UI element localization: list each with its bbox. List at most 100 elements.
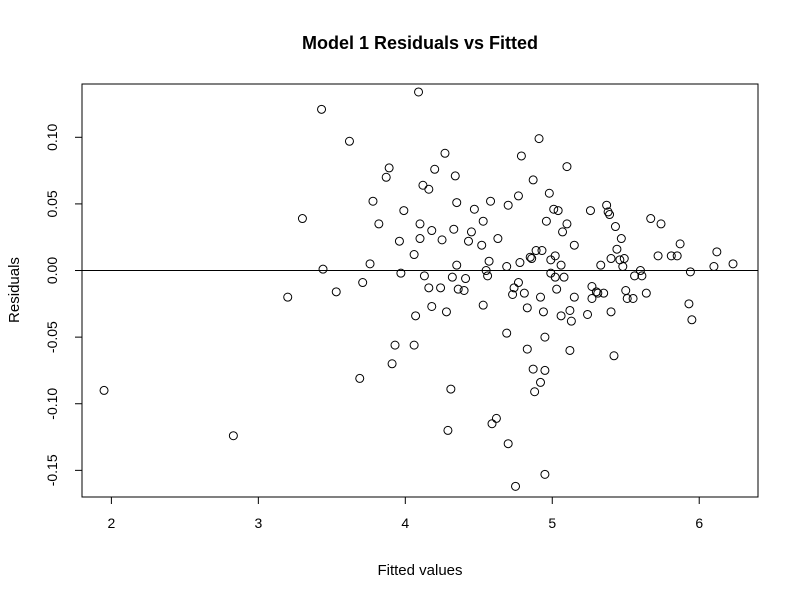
data-point — [452, 260, 462, 270]
data-point — [565, 305, 575, 315]
data-point — [684, 299, 694, 309]
data-point — [487, 419, 497, 429]
y-axis: -0.15 -0.10 -0.05 0.00 0.05 0.10 — [44, 123, 82, 486]
data-point — [409, 250, 419, 260]
data-point — [587, 293, 597, 303]
data-point — [709, 262, 719, 272]
data-point — [390, 340, 400, 350]
data-point — [685, 267, 695, 277]
data-point — [478, 300, 488, 310]
data-point — [411, 311, 421, 321]
data-point — [530, 387, 540, 397]
data-point — [365, 259, 375, 269]
data-point — [606, 254, 616, 264]
data-point — [509, 283, 519, 293]
data-point — [616, 234, 626, 244]
data-point — [430, 164, 440, 174]
data-point — [493, 234, 503, 244]
data-point — [675, 239, 685, 249]
data-point — [599, 288, 609, 298]
data-point — [587, 282, 597, 292]
data-point — [531, 246, 541, 256]
x-axis-label: Fitted values — [377, 562, 462, 579]
data-point — [477, 240, 487, 250]
data-point — [515, 258, 525, 268]
data-point — [443, 425, 453, 435]
data-point — [528, 364, 538, 374]
data-point — [516, 151, 526, 161]
data-point — [550, 272, 560, 282]
data-point — [503, 200, 513, 210]
x-tick-label: 2 — [107, 515, 115, 531]
data-point — [486, 196, 496, 206]
data-point — [525, 252, 535, 262]
data-point — [540, 365, 550, 375]
data-point — [565, 345, 575, 355]
data-point — [297, 214, 307, 224]
data-point — [513, 278, 523, 288]
data-point — [537, 246, 547, 256]
x-tick-label: 4 — [401, 515, 409, 531]
data-point — [502, 328, 512, 338]
x-tick-label: 6 — [695, 515, 703, 531]
data-point — [99, 385, 109, 395]
data-point — [450, 171, 460, 181]
data-point — [484, 256, 494, 266]
data-point — [609, 351, 619, 361]
data-point — [641, 288, 651, 298]
data-point — [527, 254, 537, 264]
data-point — [427, 301, 437, 311]
data-point — [544, 188, 554, 198]
data-point — [559, 272, 569, 282]
data-point — [558, 227, 568, 237]
data-point — [331, 287, 341, 297]
data-point — [424, 184, 434, 194]
data-point — [656, 219, 666, 229]
data-point — [228, 431, 238, 441]
data-point — [358, 278, 368, 288]
data-point — [628, 293, 638, 303]
data-point — [603, 207, 613, 217]
data-point — [459, 286, 469, 295]
data-point — [672, 251, 682, 261]
data-point — [511, 481, 521, 491]
data-point — [536, 292, 546, 302]
data-point — [528, 175, 538, 185]
data-point — [562, 162, 572, 172]
data-point — [502, 262, 512, 272]
y-tick-label: -0.15 — [44, 454, 60, 486]
data-point — [606, 307, 616, 317]
data-point — [461, 274, 471, 284]
x-tick-label: 3 — [254, 515, 262, 531]
data-point — [612, 244, 622, 254]
data-point — [621, 286, 631, 295]
data-point — [602, 200, 612, 210]
data-point — [596, 260, 606, 270]
data-point — [463, 236, 473, 246]
data-point — [399, 206, 409, 216]
data-point — [318, 264, 328, 274]
data-point — [478, 216, 488, 226]
data-point — [605, 210, 615, 220]
data-point — [452, 198, 462, 208]
data-point — [447, 272, 457, 282]
data-point — [508, 289, 518, 299]
x-axis: 2 3 4 5 6 — [107, 497, 703, 531]
data-point — [550, 251, 560, 261]
data-point — [540, 469, 550, 479]
data-point — [540, 332, 550, 342]
data-point — [427, 226, 437, 236]
data-point — [653, 251, 663, 261]
data-point — [522, 303, 532, 313]
data-point — [424, 283, 434, 293]
y-tick-label: -0.10 — [44, 388, 60, 420]
data-point — [355, 373, 365, 383]
data-point — [469, 204, 479, 214]
data-point — [519, 288, 529, 298]
data-point — [483, 271, 493, 281]
data-point — [491, 413, 501, 423]
data-point — [593, 288, 603, 298]
y-tick-label: 0.05 — [44, 190, 60, 217]
data-point — [394, 236, 404, 246]
